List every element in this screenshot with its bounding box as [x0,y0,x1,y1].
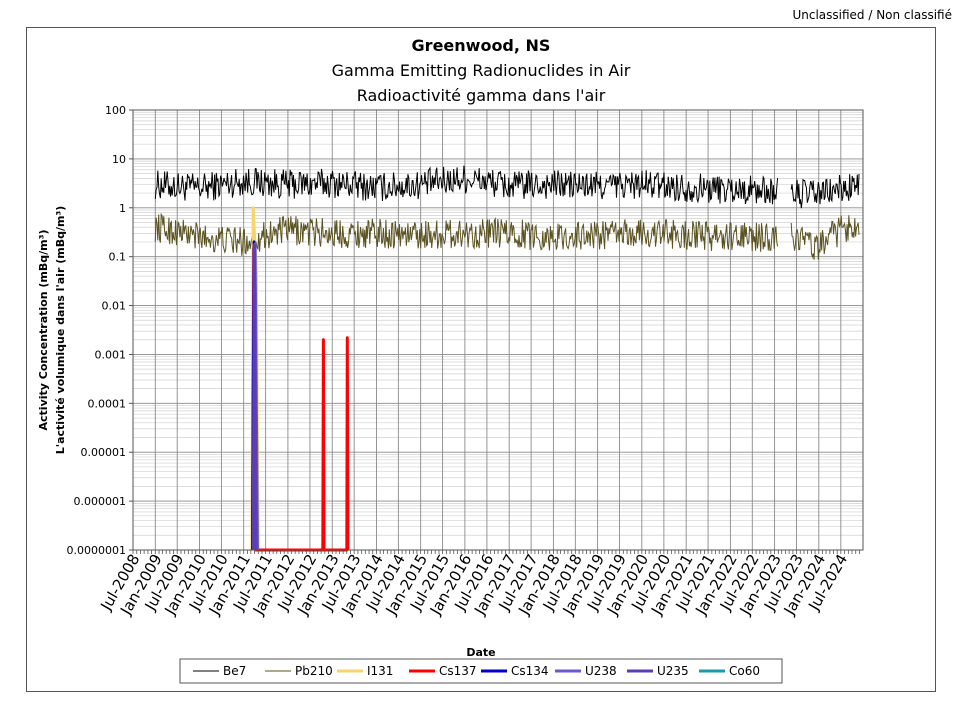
y-tick-label: 0.1 [109,251,127,264]
series-line-cs137 [251,246,350,552]
y-tick-label: 0.0000001 [67,544,127,557]
series-layer [154,165,860,552]
series-line-pb210 [790,215,860,260]
x-axis-label: Date [466,646,495,659]
series-line-be7 [790,173,860,209]
series-line-u235 [251,243,258,551]
series-line-pb210 [154,212,779,256]
chart-subtitle-fr: Radioactivité gamma dans l'air [357,86,606,105]
legend-label-cs137: Cs137 [439,664,477,678]
y-axis: 100 10 1 0.1 0.01 0.001 0.0001 0.00001 0.000001 0… [67,104,133,557]
plot-area-border [132,109,864,551]
y-tick-label: 0.00001 [81,446,127,459]
y-tick-label: 0.001 [95,348,127,361]
series-line-be7 [154,165,779,205]
chart-title: Greenwood, NS [412,36,551,55]
chart-subtitle: Gamma Emitting Radionuclides in Air [332,61,631,80]
legend-label-u238: U238 [585,664,617,678]
y-axis-label-fr: L'activité volumique dans l'air (mBq/m³) [54,206,67,455]
legend-label-co60: Co60 [729,664,760,678]
y-tick-label: 100 [105,104,126,117]
chart-frame: Greenwood, NS Gamma Emitting Radionuclid… [26,27,936,692]
x-axis: Jul-2008Jan-2009Jul-2009Jan-2010Jul-2010… [97,550,860,619]
y-axis-label: Activity Concentration (mBq/m³) [37,230,50,431]
chart-svg: Greenwood, NS Gamma Emitting Radionuclid… [37,36,864,684]
legend-label-pb210: Pb210 [295,664,333,678]
legend-label-u235: U235 [657,664,689,678]
y-tick-label: 1 [119,202,126,215]
y-tick-label: 0.01 [102,300,127,313]
y-tick-label: 0.000001 [74,495,127,508]
legend-label-cs134: Cs134 [511,664,549,678]
legend-label-i131: I131 [367,664,393,678]
y-tick-label: 0.0001 [88,397,127,410]
y-tick-label: 10 [112,153,126,166]
legend-label-be7: Be7 [223,664,246,678]
classification-label: Unclassified / Non classifié [792,8,952,22]
legend: Be7 Pb210 I131 Cs137 Cs134 U238 U235 Co60 [179,658,783,684]
